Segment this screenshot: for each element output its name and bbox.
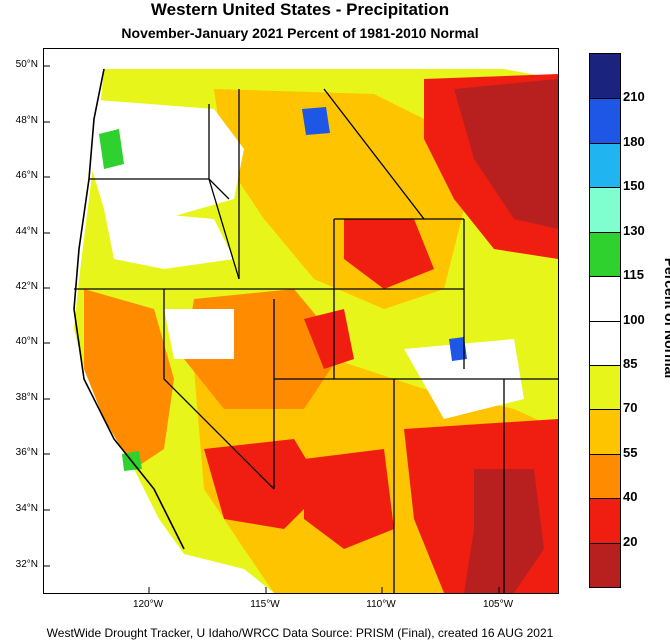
lat-label-40: 40°N <box>15 336 38 347</box>
colorbar-segment <box>590 142 620 188</box>
normal-region-oregon <box>104 209 234 269</box>
colorbar-label: 20 <box>623 533 638 549</box>
lon-label-105: 105°W <box>482 599 514 610</box>
lat-label-34: 34°N <box>15 503 38 514</box>
precipitation-map <box>43 48 559 594</box>
red-region-arizona <box>304 449 394 549</box>
pacific-coastline <box>73 68 185 550</box>
ca-nv-border <box>163 289 275 490</box>
colorbar-segment <box>590 364 620 410</box>
map-canvas <box>44 49 558 593</box>
id-mt-ridge <box>323 88 425 220</box>
lon-label-110: 110°W <box>366 599 396 610</box>
colorbar-title: Percent of Normal <box>662 257 670 379</box>
lat-label-36: 36°N <box>15 447 38 458</box>
lat-label-46: 46°N <box>15 170 38 181</box>
lat-label-42: 42°N <box>15 281 38 292</box>
colorbar-label: 180 <box>623 133 645 149</box>
wet-region-colorado <box>449 337 467 361</box>
orange-region-california <box>84 289 174 469</box>
axis-ticks <box>44 65 500 593</box>
wet-region-washington-coast <box>99 129 124 169</box>
colorbar-label: 115 <box>623 267 644 283</box>
lat-label-48: 48°N <box>15 115 38 126</box>
colorbar-segment <box>590 453 620 499</box>
colorbar-segment <box>590 187 620 232</box>
red-region-nevada <box>204 439 324 529</box>
colorbar-label: 130 <box>623 222 645 238</box>
footer-credit: WestWide Drought Tracker, U Idaho/WRCC D… <box>46 626 554 640</box>
colorbar-segment <box>590 54 620 99</box>
normal-region-washington <box>84 99 244 219</box>
state-boundaries <box>74 88 558 593</box>
lon-label-120: 120°W <box>132 599 164 610</box>
darkred-region-montana <box>454 79 558 229</box>
colorbar-segment <box>590 409 620 454</box>
colorbar-label: 40 <box>623 489 638 505</box>
colorbar-label: 150 <box>623 178 645 194</box>
colorbar-label: 210 <box>623 89 645 105</box>
lon-label-115: 115°W <box>250 599 280 610</box>
lat-label-32: 32°N <box>15 559 38 570</box>
colorbar <box>589 53 621 588</box>
wet-region-idaho <box>302 107 330 135</box>
map-subtitle: November-January 2021 Percent of 1981-20… <box>121 25 479 41</box>
colorbar-segment <box>590 498 620 543</box>
lat-label-44: 44°N <box>15 226 38 237</box>
colorbar-label: 85 <box>623 355 638 371</box>
normal-region-nevada <box>164 309 234 359</box>
red-region-wyoming <box>344 219 434 289</box>
colorbar-segment <box>590 276 620 321</box>
colorbar-label: 100 <box>623 311 645 327</box>
colorbar-label: 55 <box>623 444 638 460</box>
colorbar-segment <box>590 320 620 365</box>
colorbar-segment <box>590 98 620 143</box>
map-title: Western United States - Precipitation <box>150 0 450 19</box>
lat-label-38: 38°N <box>15 392 38 403</box>
wa-id-border <box>208 104 240 280</box>
lat-label-50: 50°N <box>15 59 38 70</box>
colorbar-label: 70 <box>623 400 638 416</box>
colorbar-segment <box>590 542 620 587</box>
red-region-utah <box>304 309 354 369</box>
colorbar-segment <box>590 231 620 277</box>
